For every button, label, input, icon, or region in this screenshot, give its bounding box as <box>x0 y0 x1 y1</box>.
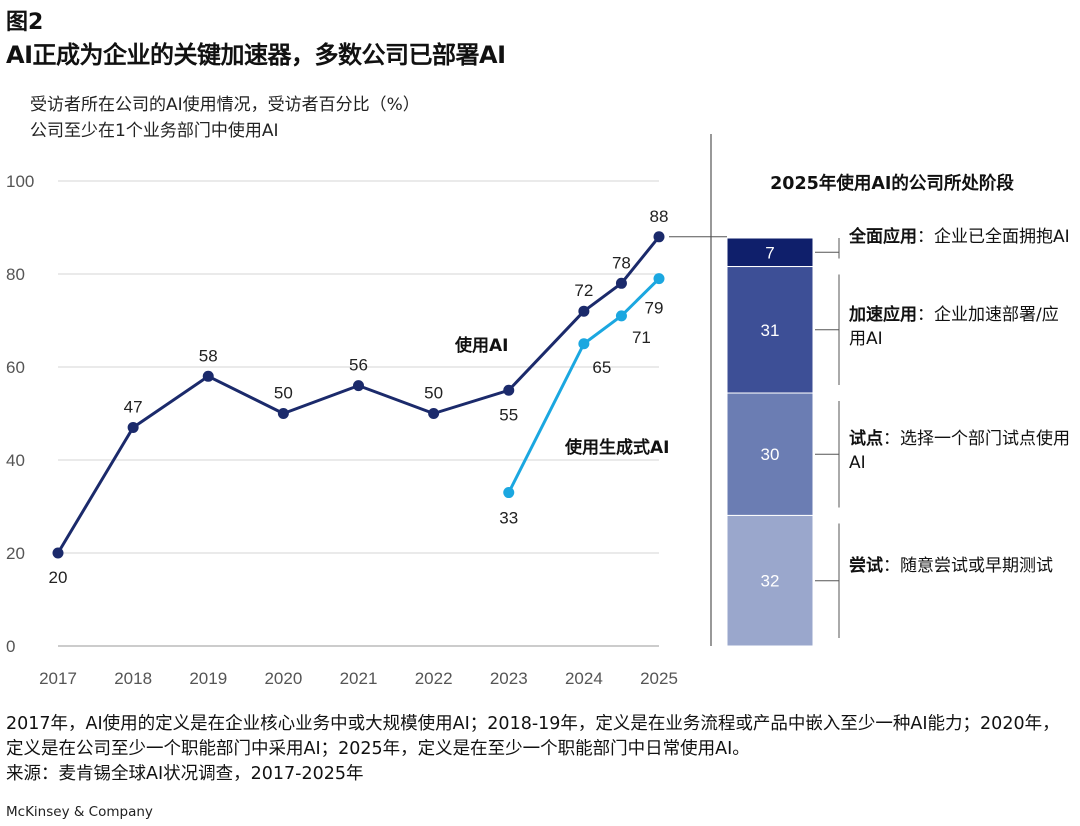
y-tick-label: 0 <box>6 637 15 656</box>
data-point <box>615 310 627 322</box>
data-label: 88 <box>650 207 669 226</box>
data-point <box>353 380 364 392</box>
data-label: 56 <box>349 356 368 375</box>
data-point <box>653 273 665 285</box>
y-tick-label: 80 <box>6 265 25 284</box>
stage-bar-segment <box>726 237 814 268</box>
stage-bar-value: 32 <box>761 572 780 591</box>
chart-subtitle-2: 公司至少在1个业务部门中使用AI <box>30 121 279 141</box>
stage-bar-value: 7 <box>765 243 774 262</box>
series-line-ai-use <box>56 235 661 554</box>
series-label-genai-use: 使用生成式AI <box>564 437 669 458</box>
stage-name: 加速应用 <box>849 304 917 325</box>
y-tick-label: 40 <box>6 451 25 470</box>
data-label: 65 <box>592 358 611 377</box>
data-label: 71 <box>632 328 651 347</box>
x-tick-label: 2025 <box>640 669 678 688</box>
data-point <box>503 384 515 396</box>
stage-bar-segment <box>726 392 814 516</box>
series-line-genai-use <box>507 277 661 494</box>
x-tick-label: 2017 <box>39 669 77 688</box>
x-tick-label: 2021 <box>340 669 378 688</box>
figure-title: AI正成为企业的关键加速器，多数公司已部署AI <box>6 41 506 69</box>
stage-name: 全面应用 <box>849 227 917 248</box>
data-label: 47 <box>124 397 143 416</box>
y-tick-label: 20 <box>6 544 25 563</box>
source-note: 来源：麦肯锡全球AI状况调查，2017-2025年 <box>6 764 364 784</box>
stage-bar-value: 30 <box>761 445 780 464</box>
data-label: 72 <box>574 281 593 300</box>
stage-description: ：企业已全面拥抱AI <box>917 227 1070 248</box>
data-point <box>578 305 590 317</box>
stage-name: 试点 <box>849 429 883 450</box>
x-tick-label: 2018 <box>114 669 152 688</box>
y-tick-label: 100 <box>6 172 34 191</box>
y-tick-label: 60 <box>6 358 25 377</box>
stage-annotation: 全面应用：企业已全面拥抱AI <box>849 227 1070 248</box>
data-point <box>52 547 64 559</box>
x-tick-label: 2024 <box>565 669 603 688</box>
data-point <box>615 277 627 289</box>
data-point <box>277 408 289 419</box>
brand-footer: McKinsey & Company <box>6 804 153 820</box>
definition-note: 2017年，AI使用的定义是在企业核心业务中或大规模使用AI；2018-19年，… <box>6 714 1060 759</box>
data-label: 33 <box>499 509 518 528</box>
stage-description: ：选择一个部门试点使用AI <box>849 429 1070 474</box>
stage-bar-value: 31 <box>761 321 780 340</box>
data-label: 55 <box>499 405 518 424</box>
data-label: 20 <box>49 568 68 587</box>
x-tick-label: 2019 <box>189 669 227 688</box>
stage-annotation: 尝试：随意尝试或早期测试 <box>849 555 1053 576</box>
data-label: 50 <box>424 384 443 403</box>
stage-annotation: 试点：选择一个部门试点使用AI <box>849 429 1070 474</box>
chart-notes: 2017年，AI使用的定义是在企业核心业务中或大规模使用AI；2018-19年，… <box>6 712 1074 787</box>
data-point <box>127 421 139 433</box>
data-point <box>653 231 665 243</box>
stage-bar-segment <box>726 514 814 647</box>
data-point <box>503 487 515 499</box>
data-point <box>578 338 590 350</box>
x-tick-label: 2023 <box>490 669 528 688</box>
figure-label: 图2 <box>6 10 44 35</box>
stage-annotation: 加速应用：企业加速部署/应用AI <box>849 304 1059 349</box>
x-tick-label: 2020 <box>264 669 302 688</box>
data-label: 79 <box>645 299 664 318</box>
series-label-ai-use: 使用AI <box>454 335 508 356</box>
data-point <box>428 408 440 419</box>
stage-description: ：企业加速部署/应用AI <box>849 304 1059 349</box>
data-label: 50 <box>274 384 293 403</box>
x-tick-label: 2022 <box>415 669 453 688</box>
data-label: 78 <box>612 253 631 272</box>
stage-chart-title: 2025年使用AI的公司所处阶段 <box>770 173 1014 194</box>
stage-description: ：随意尝试或早期测试 <box>883 555 1053 576</box>
data-point <box>202 370 214 382</box>
stage-name: 尝试 <box>849 555 883 576</box>
chart-subtitle: 受访者所在公司的AI使用情况，受访者百分比（%） <box>30 95 420 115</box>
data-label: 58 <box>199 346 218 365</box>
